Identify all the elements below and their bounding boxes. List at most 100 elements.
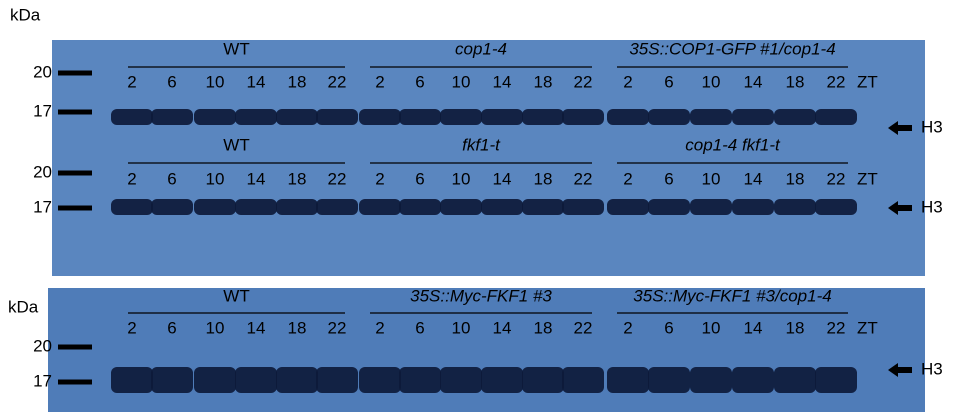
timepoint-label: 6 xyxy=(415,72,424,91)
protein-band xyxy=(648,109,690,125)
group-label: 35S::Myc-FKF1 #3 xyxy=(410,286,552,305)
marker-label: 17 xyxy=(33,101,52,120)
timepoint-label: 6 xyxy=(167,318,176,337)
band-label: H3 xyxy=(921,117,943,136)
timepoint-label: 6 xyxy=(167,72,176,91)
protein-band xyxy=(522,367,564,393)
protein-band xyxy=(194,109,236,125)
protein-band xyxy=(522,199,564,215)
timepoint-label: 2 xyxy=(623,318,632,337)
protein-band xyxy=(440,199,482,215)
timepoint-label: 22 xyxy=(827,72,846,91)
protein-band xyxy=(276,199,318,215)
timepoint-label: 10 xyxy=(702,169,721,188)
protein-band xyxy=(690,199,732,215)
protein-band xyxy=(732,109,774,125)
timepoint-label: 10 xyxy=(452,318,471,337)
time-label: ZT xyxy=(857,318,878,337)
protein-band xyxy=(151,367,193,393)
unit-label: kDa xyxy=(8,297,39,316)
protein-band xyxy=(111,199,153,215)
protein-band xyxy=(481,199,523,215)
timepoint-label: 22 xyxy=(328,169,347,188)
protein-band xyxy=(607,109,649,125)
timepoint-label: 18 xyxy=(786,169,805,188)
protein-band xyxy=(111,109,153,125)
timepoint-label: 14 xyxy=(493,318,512,337)
timepoint-label: 22 xyxy=(827,169,846,188)
protein-band xyxy=(316,367,358,393)
time-label: ZT xyxy=(857,72,878,91)
protein-band xyxy=(316,109,358,125)
timepoint-label: 2 xyxy=(623,72,632,91)
timepoint-label: 6 xyxy=(167,169,176,188)
timepoint-label: 14 xyxy=(247,318,266,337)
timepoint-label: 14 xyxy=(744,318,763,337)
group-label: fkf1-t xyxy=(462,135,501,154)
protein-band xyxy=(194,367,236,393)
protein-band xyxy=(815,199,857,215)
timepoint-label: 14 xyxy=(744,72,763,91)
group-label: cop1-4 fkf1-t xyxy=(685,135,781,154)
protein-band xyxy=(774,199,816,215)
protein-band xyxy=(399,109,441,125)
protein-band xyxy=(111,367,153,393)
protein-band xyxy=(235,199,277,215)
timepoint-label: 22 xyxy=(574,318,593,337)
timepoint-label: 2 xyxy=(375,72,384,91)
group-label: 35S::COP1-GFP #1/cop1-4 xyxy=(629,39,835,58)
band-label: H3 xyxy=(921,359,943,378)
timepoint-label: 22 xyxy=(574,72,593,91)
timepoint-label: 18 xyxy=(288,169,307,188)
timepoint-label: 18 xyxy=(534,318,553,337)
protein-band xyxy=(235,109,277,125)
group-label: WT xyxy=(223,286,249,305)
protein-band xyxy=(522,109,564,125)
timepoint-label: 18 xyxy=(288,318,307,337)
timepoint-label: 14 xyxy=(493,72,512,91)
timepoint-label: 22 xyxy=(827,318,846,337)
protein-band xyxy=(562,109,604,125)
protein-band xyxy=(399,199,441,215)
protein-band xyxy=(562,199,604,215)
timepoint-label: 10 xyxy=(206,169,225,188)
blot-membrane xyxy=(48,288,925,412)
timepoint-label: 18 xyxy=(786,318,805,337)
protein-band xyxy=(235,367,277,393)
marker-label: 20 xyxy=(33,62,52,81)
protein-band xyxy=(316,199,358,215)
protein-band xyxy=(359,199,401,215)
timepoint-label: 2 xyxy=(623,169,632,188)
protein-band xyxy=(815,109,857,125)
timepoint-label: 10 xyxy=(452,72,471,91)
protein-band xyxy=(481,367,523,393)
timepoint-label: 2 xyxy=(375,318,384,337)
protein-band xyxy=(690,367,732,393)
timepoint-label: 10 xyxy=(206,318,225,337)
protein-band xyxy=(774,109,816,125)
protein-band xyxy=(815,367,857,393)
timepoint-label: 22 xyxy=(328,318,347,337)
timepoint-label: 18 xyxy=(534,169,553,188)
protein-band xyxy=(440,367,482,393)
timepoint-label: 18 xyxy=(534,72,553,91)
protein-band xyxy=(276,367,318,393)
timepoint-label: 22 xyxy=(328,72,347,91)
protein-band xyxy=(607,367,649,393)
protein-band xyxy=(690,109,732,125)
group-label: 35S::Myc-FKF1 #3/cop1-4 xyxy=(633,286,831,305)
marker-label: 20 xyxy=(33,162,52,181)
timepoint-label: 22 xyxy=(574,169,593,188)
protein-band xyxy=(562,367,604,393)
marker-label: 17 xyxy=(33,371,52,390)
timepoint-label: 6 xyxy=(415,318,424,337)
timepoint-label: 6 xyxy=(664,72,673,91)
protein-band xyxy=(151,109,193,125)
timepoint-label: 14 xyxy=(247,169,266,188)
band-label: H3 xyxy=(921,197,943,216)
timepoint-label: 18 xyxy=(786,72,805,91)
protein-band xyxy=(276,109,318,125)
time-label: ZT xyxy=(857,169,878,188)
timepoint-label: 10 xyxy=(702,72,721,91)
blot-figure: kDaWT2610141822cop1-4261014182235S::COP1… xyxy=(0,0,961,416)
